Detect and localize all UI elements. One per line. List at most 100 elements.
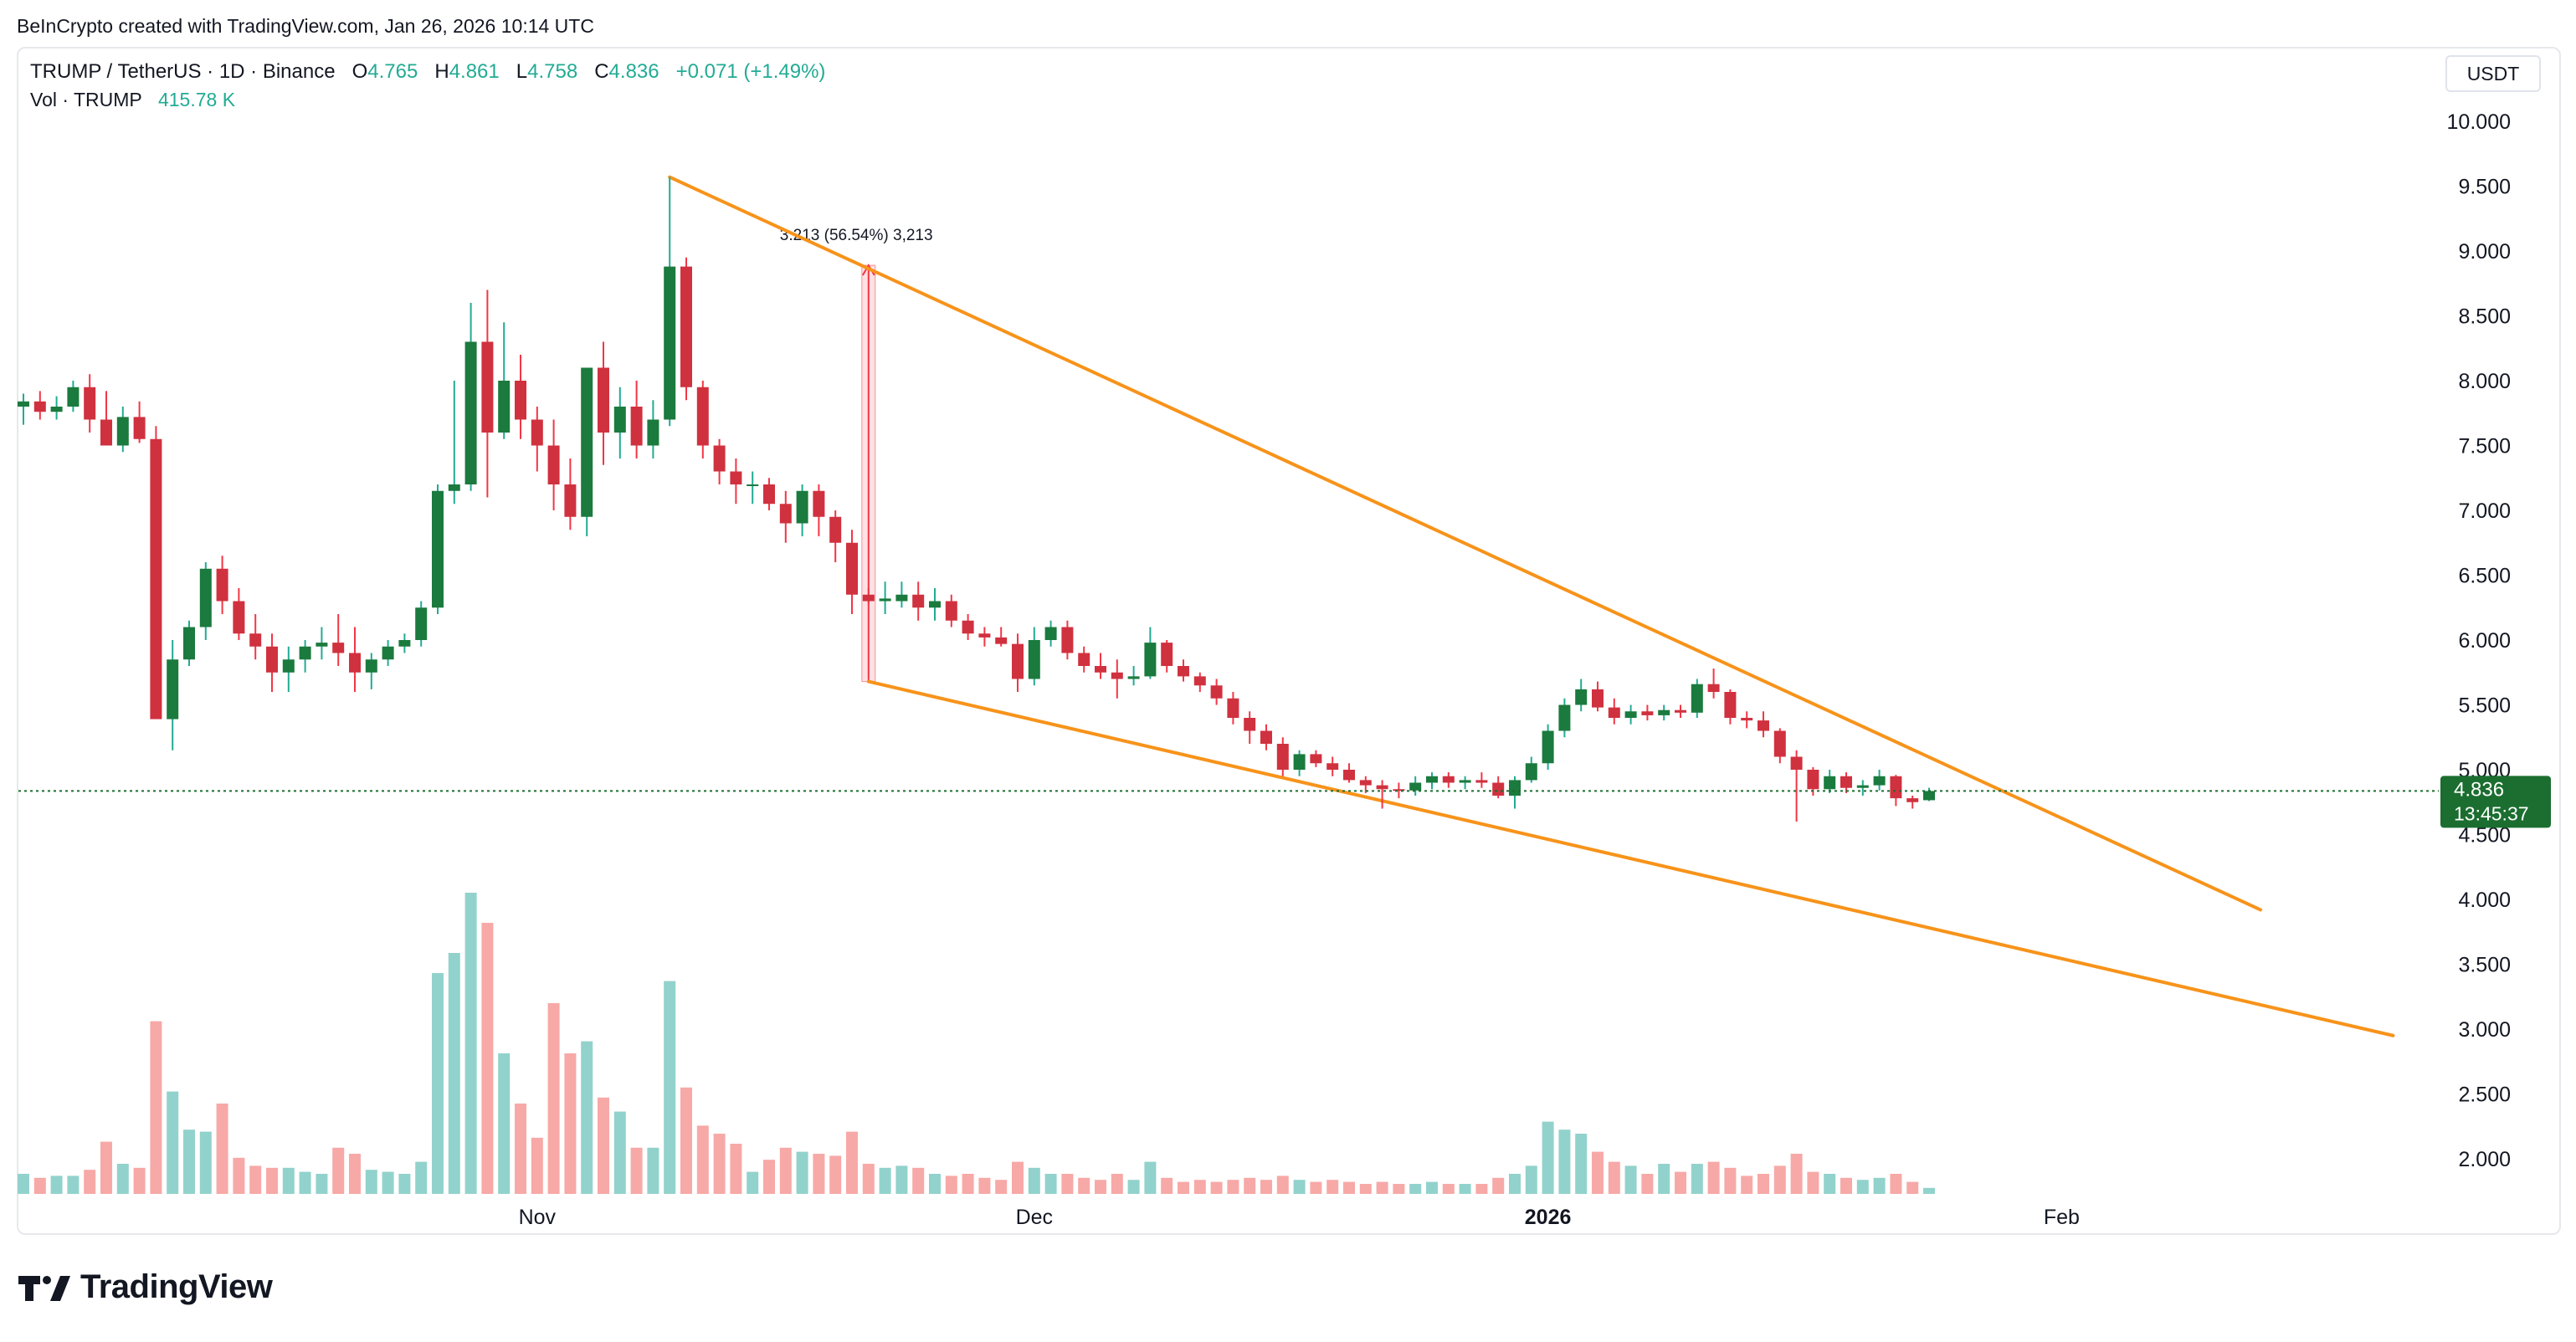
volume-bar xyxy=(1724,1167,1737,1194)
volume-bar xyxy=(879,1167,891,1194)
candle-body xyxy=(1127,676,1140,679)
volume-bar xyxy=(50,1176,63,1194)
candle-body xyxy=(564,484,577,517)
volume-bar xyxy=(349,1154,361,1194)
candle-body xyxy=(598,367,609,433)
volume-bar xyxy=(696,1125,709,1194)
candle-body xyxy=(1028,640,1040,679)
volume-bar xyxy=(995,1180,1008,1194)
volume-legend[interactable]: Vol · TRUMP 415.78 K xyxy=(30,89,235,111)
volume-bar xyxy=(1260,1180,1272,1194)
open-label: O xyxy=(352,60,368,83)
symbol-title[interactable]: TRUMP / TetherUS · 1D · Binance xyxy=(30,60,336,83)
candle-body xyxy=(216,568,228,602)
price-tick-label: 7.500 xyxy=(2458,435,2511,458)
volume-label[interactable]: Vol · TRUMP xyxy=(30,89,142,110)
candle-body xyxy=(282,659,295,673)
volume-bar xyxy=(481,923,494,1194)
volume-bar xyxy=(945,1176,957,1194)
tradingview-logo[interactable]: TradingView xyxy=(18,1268,273,1306)
volume-bar xyxy=(398,1174,411,1194)
volume-bar xyxy=(730,1144,742,1194)
volume-bar xyxy=(84,1170,96,1194)
volume-bar xyxy=(1061,1174,1074,1194)
low-value: 4.758 xyxy=(527,60,578,83)
candle-body xyxy=(813,490,825,517)
candle-body xyxy=(862,594,875,602)
volume-bar xyxy=(1525,1165,1537,1194)
volume-bar xyxy=(1193,1180,1206,1194)
volume-bar xyxy=(1475,1184,1488,1194)
volume-bar xyxy=(664,981,676,1194)
high-label: H xyxy=(434,60,449,83)
candle-body xyxy=(1856,785,1869,788)
candle-body xyxy=(763,484,775,505)
volume-bar xyxy=(1492,1177,1505,1194)
price-tick-label: 4.000 xyxy=(2458,889,2511,912)
trendline-upper xyxy=(668,175,2262,912)
volume-bar xyxy=(249,1165,262,1194)
volume-bar xyxy=(680,1087,692,1194)
candle-body xyxy=(779,504,792,524)
volume-bar xyxy=(1310,1181,1322,1194)
candle-body xyxy=(1409,782,1422,791)
price-tick-label: 3.500 xyxy=(2458,954,2511,977)
volume-bar xyxy=(332,1147,345,1194)
volume-bar xyxy=(116,1164,129,1194)
candle-body xyxy=(1873,776,1886,786)
candle-body xyxy=(730,471,742,484)
volume-bar xyxy=(432,973,444,1194)
volume-bar xyxy=(895,1165,908,1194)
volume-bar xyxy=(216,1104,228,1194)
volume-bar xyxy=(1773,1165,1786,1194)
volume-bar xyxy=(613,1111,626,1194)
volume-bar xyxy=(1575,1134,1588,1194)
candle-body xyxy=(713,445,726,472)
candle-body xyxy=(547,445,560,484)
candle-body xyxy=(1790,756,1803,770)
candle-body xyxy=(978,633,991,638)
candle-body xyxy=(1244,718,1256,731)
volume-bar xyxy=(1326,1180,1339,1194)
currency-unit-button[interactable]: USDT xyxy=(2445,55,2541,92)
volume-bar xyxy=(415,1161,428,1194)
candle-body xyxy=(1558,704,1571,731)
candle-body xyxy=(133,417,146,439)
trendlines[interactable] xyxy=(668,175,2395,1037)
time-tick-label: Dec xyxy=(1016,1206,1053,1229)
volume-bar xyxy=(713,1134,726,1194)
price-tick-label: 6.000 xyxy=(2458,629,2511,653)
candle-body xyxy=(1807,770,1819,790)
volume-bar xyxy=(1044,1174,1057,1194)
volume-bar xyxy=(1890,1174,1902,1194)
candle-body xyxy=(1840,776,1852,788)
candle-body xyxy=(249,633,262,647)
volume-bar xyxy=(1624,1165,1637,1194)
price-range-measure[interactable]: 3.213 (56.54%) 3,213 xyxy=(780,227,933,683)
trendline-lower xyxy=(866,679,2395,1037)
current-price-value: 4.836 xyxy=(2454,778,2504,801)
volume-bar xyxy=(1376,1181,1388,1194)
volume-bar xyxy=(1227,1180,1239,1194)
volume-bar xyxy=(1707,1161,1720,1194)
candle-body xyxy=(1326,763,1339,770)
price-axis[interactable]: 10.000 9.500 9.000 8.500 8.000 7.500 7.000 6.50… xyxy=(2447,110,2511,1171)
volume-bar xyxy=(1293,1180,1306,1194)
volume-bar xyxy=(929,1174,941,1194)
symbol-legend[interactable]: TRUMP / TetherUS · 1D · Binance O4.765 H… xyxy=(30,60,825,84)
candle-body xyxy=(1475,780,1488,783)
candle-body xyxy=(1044,627,1057,640)
time-axis[interactable]: Nov Dec 2026 Feb xyxy=(519,1206,2080,1229)
candle-body xyxy=(150,438,162,720)
candle-body xyxy=(1260,730,1272,744)
volume-bar xyxy=(912,1167,925,1194)
volume-bar xyxy=(862,1164,875,1194)
candle-body xyxy=(1641,711,1654,715)
volume-bar xyxy=(100,1141,112,1194)
volume-bar xyxy=(1658,1164,1670,1194)
price-tick-label: 2.000 xyxy=(2458,1148,2511,1171)
price-tick-label: 2.500 xyxy=(2458,1083,2511,1107)
candle-body xyxy=(67,387,80,407)
volume-bar xyxy=(464,893,477,1194)
